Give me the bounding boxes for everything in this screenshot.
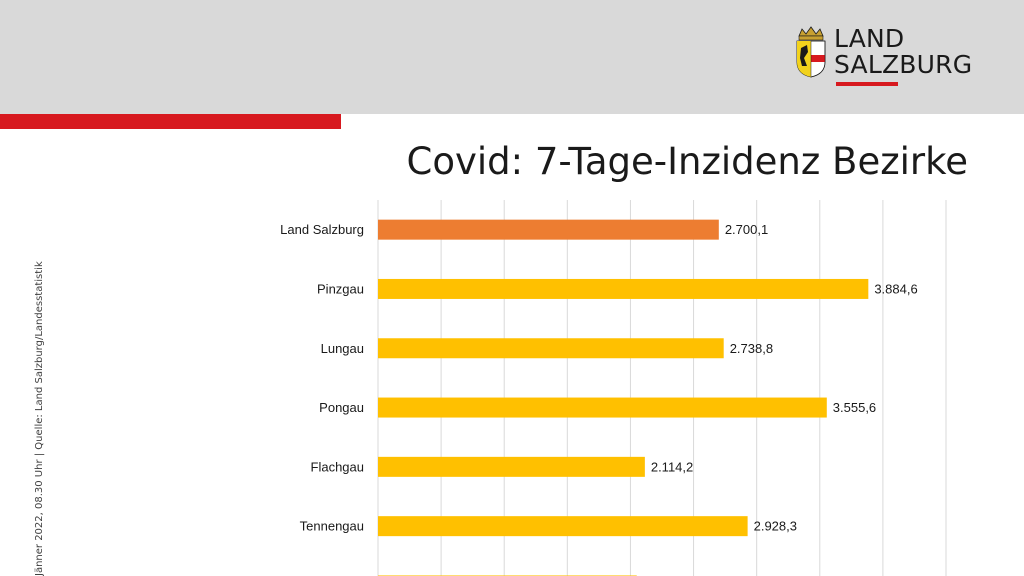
category-label: Lungau	[321, 341, 364, 356]
coat-of-arms-icon	[796, 26, 826, 78]
category-label: Pinzgau	[317, 281, 364, 296]
page-title: Covid: 7-Tage-Inzidenz Bezirke	[406, 140, 969, 183]
value-label: 2.738,8	[730, 341, 773, 356]
logo-text-line2: SALZBURG	[834, 50, 973, 79]
value-label: 2.114,2	[651, 459, 693, 474]
value-label: 2.928,3	[754, 519, 797, 534]
category-label: Pongau	[319, 400, 364, 415]
bar	[378, 219, 719, 240]
category-label: Tennengau	[300, 519, 364, 534]
bar	[378, 397, 827, 418]
red-accent-strip	[0, 114, 341, 129]
value-label: 3.555,6	[833, 400, 876, 415]
land-salzburg-logo: LAND SALZBURG	[794, 26, 974, 88]
bar	[378, 456, 645, 477]
bar	[378, 278, 869, 299]
logo-underline	[836, 82, 898, 86]
category-label: Flachgau	[311, 459, 364, 474]
header-bar	[0, 0, 1024, 114]
bar	[378, 516, 748, 537]
bar	[378, 338, 724, 359]
category-label: Land Salzburg	[280, 222, 364, 237]
logo-text-line1: LAND	[834, 24, 905, 53]
value-label: 3.884,6	[874, 281, 917, 296]
value-label: 2.700,1	[725, 222, 768, 237]
